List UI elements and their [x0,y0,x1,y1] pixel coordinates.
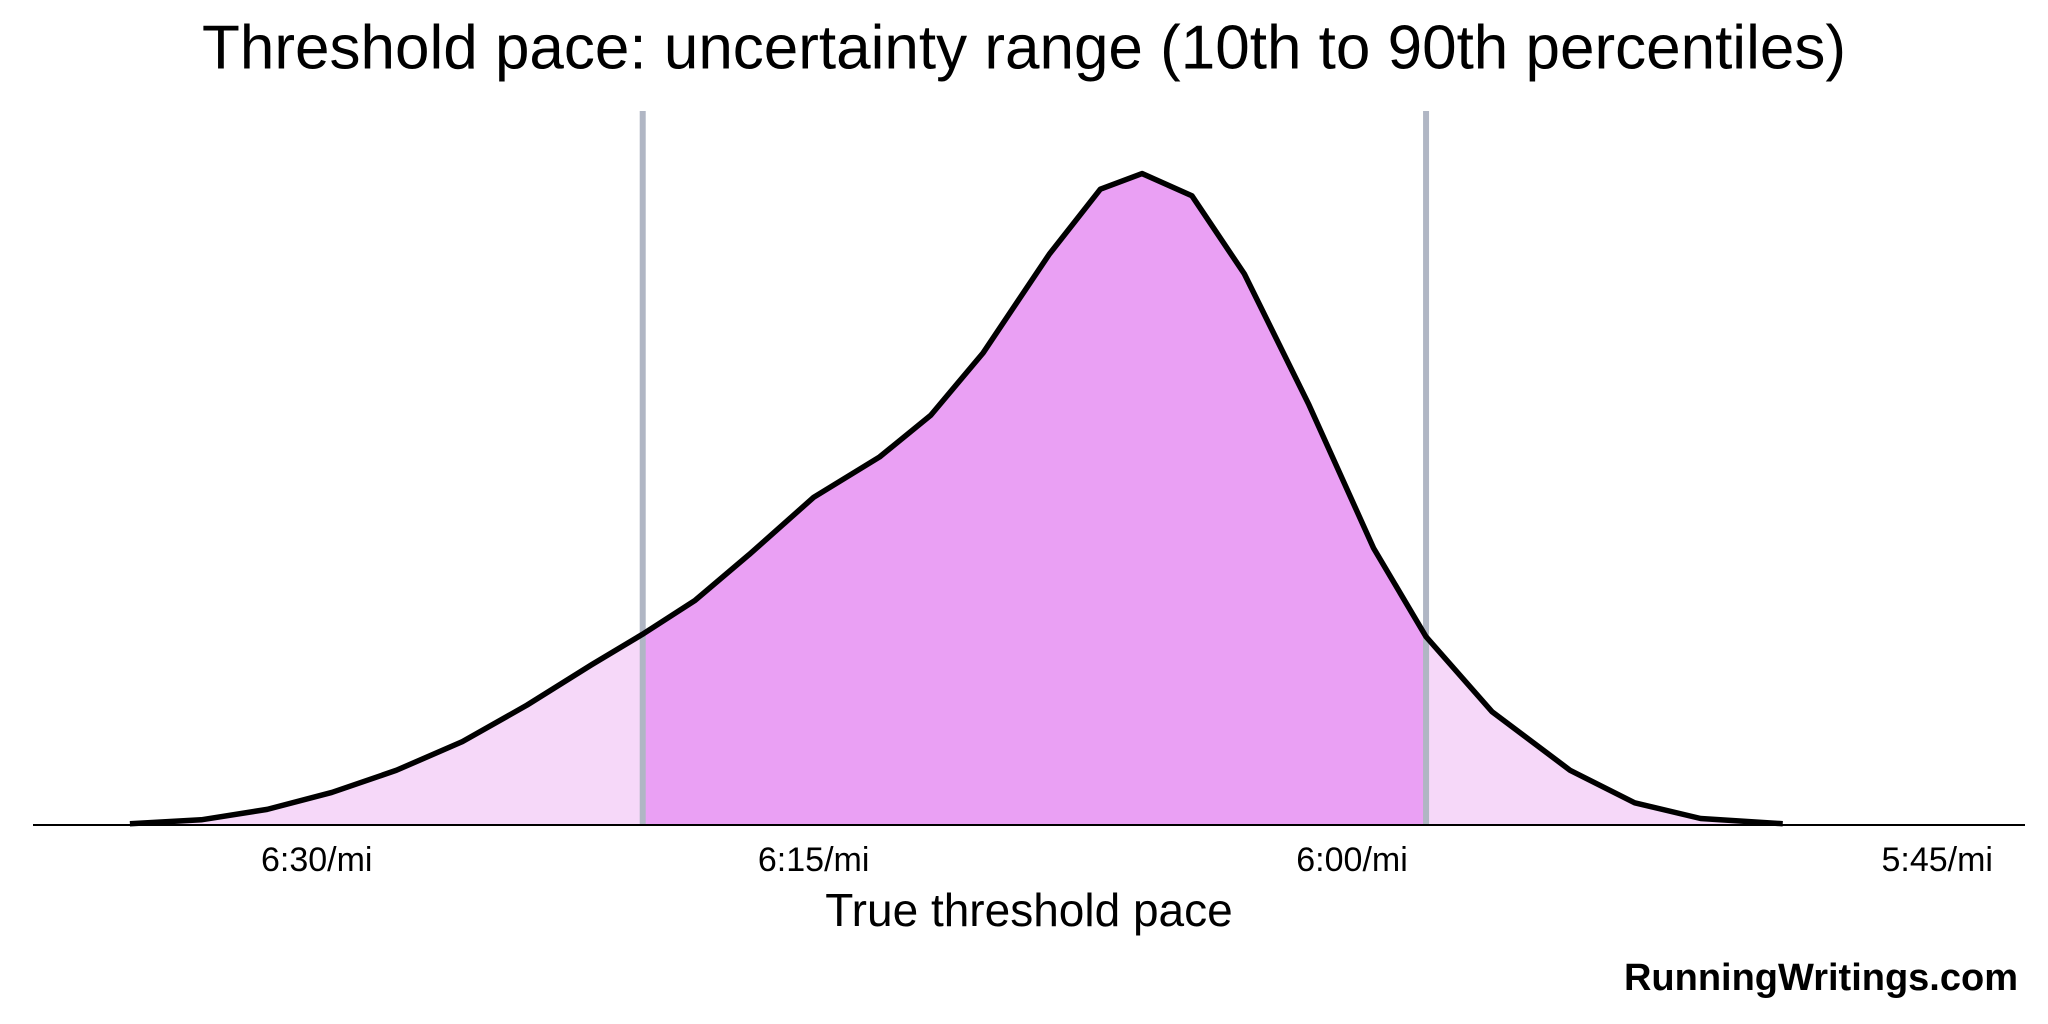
x-tick-label: 6:00/mi [1296,841,1408,879]
x-tick-label: 5:45/mi [1881,841,1993,879]
x-tick-label: 6:30/mi [261,841,373,879]
x-axis-label: True threshold pace [825,884,1232,936]
chart-title: Threshold pace: uncertainty range (10th … [202,13,1846,82]
x-tick-label: 6:15/mi [758,841,870,879]
interval-area [642,173,1427,825]
source-credit: RunningWritings.com [1624,957,2018,999]
density-curve [129,170,1783,827]
